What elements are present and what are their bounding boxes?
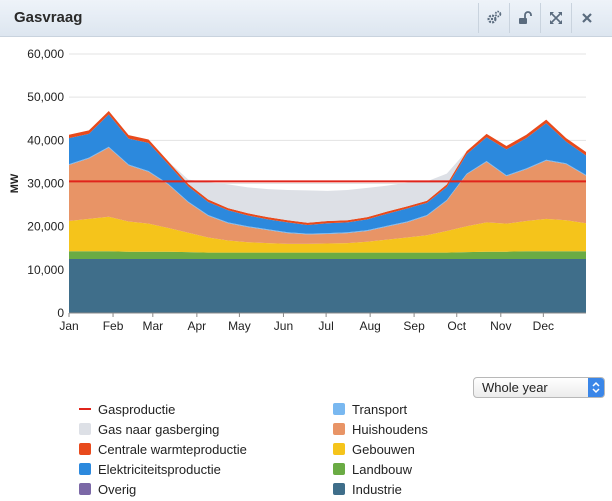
- gears-icon: [486, 10, 502, 26]
- legend-label: Centrale warmteproductie: [98, 441, 247, 457]
- legend-item[interactable]: Gebouwen: [333, 440, 415, 458]
- x-tick-label: Aug: [359, 319, 380, 333]
- series-area-elektriciteitsproductie: [69, 114, 586, 234]
- legend-swatch: [333, 423, 345, 435]
- legend-swatch: [333, 443, 345, 455]
- x-tick-label: Jan: [59, 319, 78, 333]
- y-tick-label: 60,000: [27, 47, 64, 61]
- legend-swatch: [79, 423, 91, 435]
- y-tick-label: 0: [57, 306, 64, 320]
- close-icon: [581, 12, 593, 24]
- panel-title: Gasvraag: [14, 9, 83, 26]
- panel-header: Gasvraag: [0, 0, 612, 37]
- series-area-gas-naar-gasberging: [69, 110, 586, 223]
- y-tick-label: 20,000: [27, 220, 64, 234]
- x-tick-label: Jun: [274, 319, 293, 333]
- legend-swatch: [333, 403, 345, 415]
- legend-label: Industrie: [352, 481, 402, 497]
- x-tick-label: Sep: [403, 319, 425, 333]
- series-area-gebouwen: [69, 216, 586, 253]
- legend-label: Gas naar gasberging: [98, 421, 220, 437]
- series-area-landbouw: [69, 251, 586, 260]
- settings-button[interactable]: [478, 3, 509, 33]
- expand-button[interactable]: [540, 3, 571, 33]
- legend-label: Gasproductie: [98, 401, 176, 417]
- x-tick-label: Feb: [103, 319, 124, 333]
- legend-swatch: [333, 483, 345, 495]
- legend-item[interactable]: Huishoudens: [333, 420, 428, 438]
- legend-label: Elektriciteitsproductie: [98, 461, 221, 477]
- legend-item[interactable]: Industrie: [333, 480, 402, 498]
- legend-swatch: [79, 483, 91, 495]
- x-tick-label: Jul: [318, 319, 333, 333]
- legend-item[interactable]: Elektriciteitsproductie: [79, 460, 221, 478]
- x-tick-label: Dec: [533, 319, 554, 333]
- legend-item[interactable]: Gasproductie: [79, 400, 175, 418]
- legend-swatch: [79, 463, 91, 475]
- y-tick-label: 50,000: [27, 90, 64, 104]
- x-tick-label: Apr: [188, 319, 207, 333]
- legend-label: Gebouwen: [352, 441, 415, 457]
- legend-item[interactable]: Centrale warmteproductie: [79, 440, 247, 458]
- y-tick-label: 10,000: [27, 263, 64, 277]
- legend-swatch: [333, 463, 345, 475]
- x-tick-label: Mar: [142, 319, 163, 333]
- chevron-updown-icon: [588, 378, 604, 397]
- x-tick-label: Nov: [490, 319, 511, 333]
- y-tick-label: 30,000: [27, 177, 64, 191]
- x-tick-label: May: [228, 319, 251, 333]
- area-chart: 0 10,000 20,000 30,000 40,000 50,000 60,000 MW J…: [9, 47, 586, 333]
- y-tick-label: 40,000: [27, 133, 64, 147]
- period-select-value: Whole year: [482, 380, 548, 395]
- x-tick-label: Oct: [447, 319, 466, 333]
- legend-label: Overig: [98, 481, 137, 497]
- lock-button[interactable]: [509, 3, 540, 33]
- expand-icon: [548, 10, 564, 26]
- series-area-huishoudens: [69, 147, 586, 244]
- close-button[interactable]: [571, 3, 602, 33]
- legend-item[interactable]: Gas naar gasberging: [79, 420, 219, 438]
- legend-item[interactable]: Landbouw: [333, 460, 412, 478]
- legend-item[interactable]: Transport: [333, 400, 407, 418]
- unlock-icon: [517, 10, 533, 26]
- series-area-centrale-warmteproductie: [69, 110, 586, 225]
- legend-label: Landbouw: [352, 461, 412, 477]
- y-axis-label: MW: [9, 173, 21, 193]
- legend-swatch: [79, 408, 91, 410]
- legend-item[interactable]: Overig: [79, 480, 136, 498]
- series-area-industrie: [69, 259, 586, 313]
- legend-swatch: [79, 443, 91, 455]
- legend-label: Huishoudens: [352, 421, 428, 437]
- legend-label: Transport: [352, 401, 408, 417]
- period-select[interactable]: Whole year: [473, 377, 605, 398]
